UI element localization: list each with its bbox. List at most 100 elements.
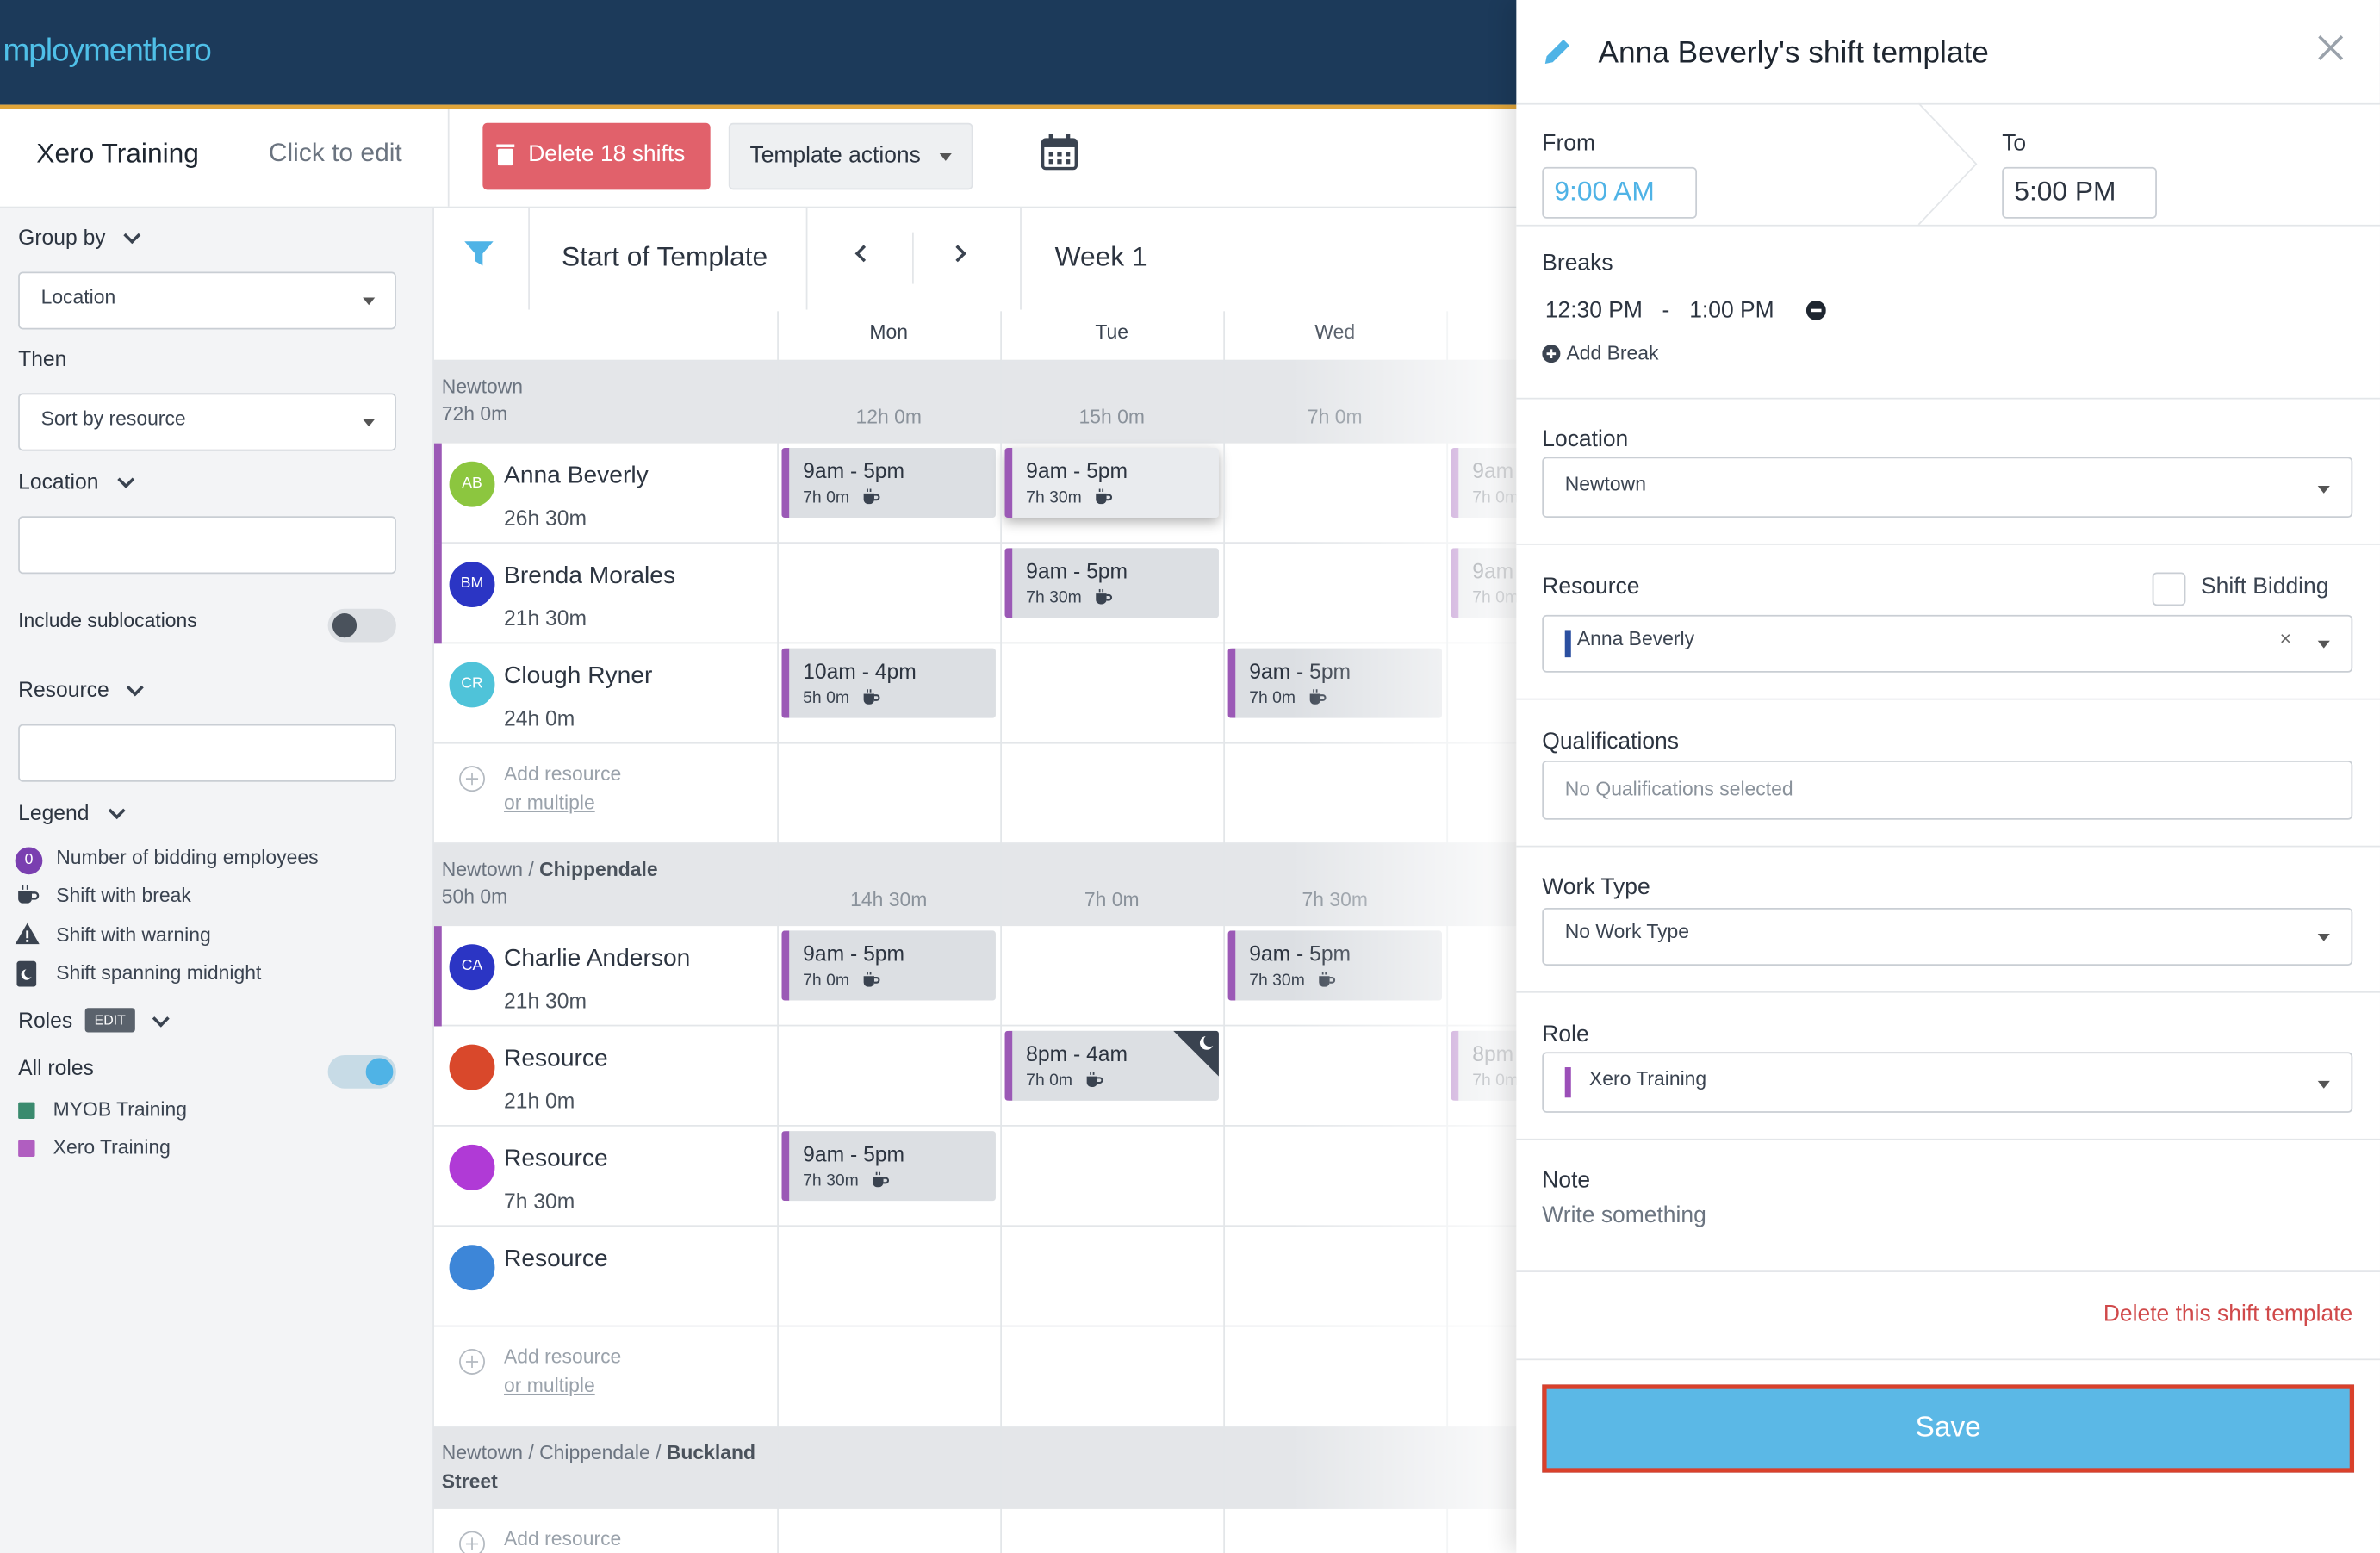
location-select[interactable]: Newtown <box>1542 457 2353 519</box>
shift[interactable]: 9am - 5pm 7h 0m <box>781 447 996 519</box>
all-roles-toggle[interactable] <box>327 1054 396 1089</box>
break-icon <box>1085 1072 1103 1087</box>
pencil-icon <box>1544 39 1570 65</box>
shift-duration: 7h 0m <box>1249 689 1296 708</box>
location-filter-label: Location <box>18 469 99 494</box>
close-button[interactable] <box>2318 35 2344 61</box>
add-multiple[interactable]: or multiple <box>504 791 595 814</box>
divider <box>1516 1270 2380 1272</box>
resource-hours: 7h 30m <box>504 1189 575 1214</box>
roles-label: Roles <box>18 1008 73 1033</box>
bidding-badge: 0 <box>15 847 43 875</box>
note-input[interactable]: Write something <box>1542 1202 1706 1228</box>
work-type-select[interactable]: No Work Type <box>1542 907 2353 966</box>
from-label: From <box>1542 130 1595 157</box>
add-resource[interactable]: Add resource <box>504 1345 622 1369</box>
prev-week[interactable] <box>854 245 873 263</box>
resource-label: Resource <box>1542 574 1640 600</box>
shift[interactable]: 8pm - 4am 7h 0m <box>1004 1030 1219 1101</box>
sublocations-toggle[interactable] <box>327 608 396 643</box>
remove-break[interactable] <box>1805 300 1826 320</box>
divider <box>1516 1138 2380 1140</box>
shift-duration: 7h 0m <box>803 972 850 991</box>
logo[interactable]: mploymenthero <box>3 33 212 69</box>
avatar <box>449 1044 495 1090</box>
shift-bidding-checkbox[interactable] <box>2152 572 2186 606</box>
add-resource[interactable]: Add resource <box>504 761 622 786</box>
day-total: 7h 0m <box>1084 888 1140 911</box>
shift[interactable]: 10am - 4pm 5h 0m <box>781 648 996 718</box>
add-icon[interactable] <box>458 1348 486 1376</box>
day-total: 12h 0m <box>855 405 922 429</box>
divider <box>1516 543 2380 545</box>
day-total: 15h 0m <box>1078 405 1145 429</box>
next-week[interactable] <box>948 245 966 263</box>
shift[interactable]: 9am - 5pm 7h 30m <box>1004 447 1219 519</box>
add-multiple[interactable]: or multiple <box>504 1374 595 1397</box>
roles-edit[interactable]: EDIT <box>84 1008 135 1033</box>
resource-value: Anna Beverly <box>1576 626 1695 650</box>
group-location: Buckland Street <box>441 1440 755 1493</box>
add-resource[interactable]: Add resource <box>504 1527 622 1550</box>
shift[interactable]: 9am - 5pm 7h 0m <box>781 930 996 1001</box>
midnight-icon <box>16 960 37 987</box>
clear-resource[interactable]: × <box>2279 626 2292 650</box>
to-input[interactable]: 5:00 PM <box>2002 166 2157 219</box>
then-select[interactable]: Sort by resource <box>18 393 396 451</box>
calendar-icon[interactable] <box>1041 134 1078 171</box>
role-name[interactable]: MYOB Training <box>53 1097 188 1121</box>
shift-bidding-label: Shift Bidding <box>2201 574 2329 600</box>
start-box[interactable] <box>528 208 808 310</box>
add-icon[interactable] <box>458 765 486 792</box>
shift[interactable]: 9am - 5pm 7h 30m <box>781 1131 996 1202</box>
shift-time: 9am - 5pm <box>1026 558 1128 583</box>
resource-input[interactable] <box>18 724 396 782</box>
break-end[interactable]: 1:00 PM <box>1689 297 1774 324</box>
edit-link[interactable]: Click to edit <box>268 138 402 167</box>
role-swatch <box>18 1102 35 1119</box>
resource-name[interactable]: Anna Beverly <box>504 463 649 489</box>
save-button[interactable]: Save <box>1542 1384 2355 1473</box>
resource-hours: 26h 30m <box>504 505 587 531</box>
resource-name[interactable]: Resource <box>504 1046 608 1072</box>
group-by-select[interactable]: Location <box>18 271 396 330</box>
divider <box>1516 224 2380 227</box>
template-actions-button[interactable]: Template actions <box>728 122 973 190</box>
midnight-corner <box>1173 1030 1219 1077</box>
role-name[interactable]: Xero Training <box>53 1135 171 1159</box>
shift[interactable]: 9am - 5pm 7h 30m <box>1004 548 1219 618</box>
resource-name[interactable]: Resource <box>504 1146 608 1172</box>
break-icon <box>862 488 879 505</box>
resource-name[interactable]: Charlie Anderson <box>504 946 691 972</box>
panel-title: Anna Beverly's shift template <box>1598 36 1989 71</box>
delete-template[interactable]: Delete this shift template <box>2103 1301 2353 1327</box>
group-name: Newtown / Chippendale <box>442 854 768 883</box>
legend-item: Shift spanning midnight <box>56 960 262 985</box>
toggle-knob <box>365 1058 394 1086</box>
resource-name[interactable]: Brenda Morales <box>504 562 676 589</box>
shift-duration: 7h 30m <box>1026 488 1082 507</box>
add-break[interactable]: Add Break <box>1566 341 1659 364</box>
legend-item: Shift with break <box>56 883 191 907</box>
resource-name[interactable]: Resource <box>504 1246 608 1272</box>
resource-select[interactable]: Anna Beverly × <box>1542 614 2353 673</box>
resource-hours: 21h 0m <box>504 1088 575 1113</box>
toggle-knob <box>332 613 357 638</box>
divider <box>912 232 914 284</box>
shift-time: 9am - 5pm <box>803 941 905 966</box>
delete-button[interactable]: Delete 18 shifts <box>482 122 711 190</box>
caret <box>2317 486 2330 494</box>
resource-hours: 21h 30m <box>504 606 587 631</box>
break-icon <box>872 1171 889 1188</box>
qualifications-input[interactable]: No Qualifications selected <box>1542 761 2353 820</box>
resource-name[interactable]: Clough Ryner <box>504 663 653 690</box>
qualifications-label: Qualifications <box>1542 729 1679 755</box>
filter-icon[interactable] <box>464 239 494 267</box>
shift-duration: 5h 0m <box>803 689 850 708</box>
row-line <box>433 642 1527 644</box>
role-select[interactable]: Xero Training <box>1542 1052 2353 1113</box>
from-input[interactable]: 9:00 AM <box>1542 166 1698 219</box>
location-input[interactable] <box>18 516 396 575</box>
break-start[interactable]: 12:30 PM <box>1544 297 1643 324</box>
add-icon[interactable] <box>458 1531 486 1553</box>
